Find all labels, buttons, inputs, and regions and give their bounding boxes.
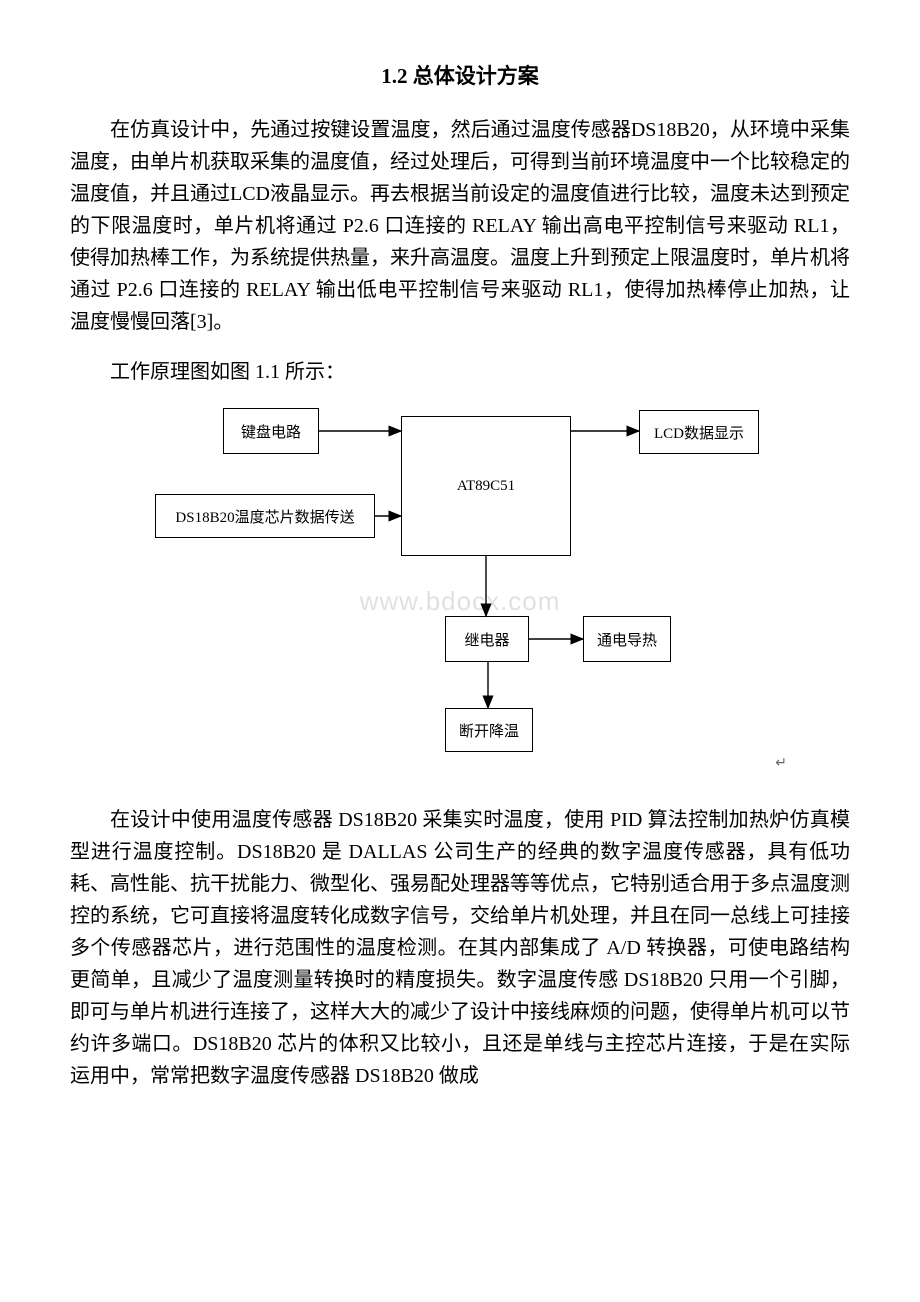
watermark-text: www.bdocx.com xyxy=(360,586,561,617)
block-relay: 继电器 xyxy=(445,616,529,662)
block-diagram: www.bdocx.com 键盘电路 DS18B20温度芯片数据传送 AT89C… xyxy=(70,406,850,776)
block-sensor: DS18B20温度芯片数据传送 xyxy=(155,494,375,538)
return-mark-icon: ↵ xyxy=(775,755,787,772)
paragraph-figref: 工作原理图如图 1.1 所示： xyxy=(70,356,850,388)
block-heat: 通电导热 xyxy=(583,616,671,662)
block-mcu: AT89C51 xyxy=(401,416,571,556)
block-cool: 断开降温 xyxy=(445,708,533,752)
paragraph-intro: 在仿真设计中，先通过按键设置温度，然后通过温度传感器DS18B20，从环境中采集… xyxy=(70,114,850,338)
paragraph-body: 在设计中使用温度传感器 DS18B20 采集实时温度，使用 PID 算法控制加热… xyxy=(70,804,850,1092)
section-title: 1.2 总体设计方案 xyxy=(70,60,850,90)
block-lcd: LCD数据显示 xyxy=(639,410,759,454)
block-keyboard: 键盘电路 xyxy=(223,408,319,454)
